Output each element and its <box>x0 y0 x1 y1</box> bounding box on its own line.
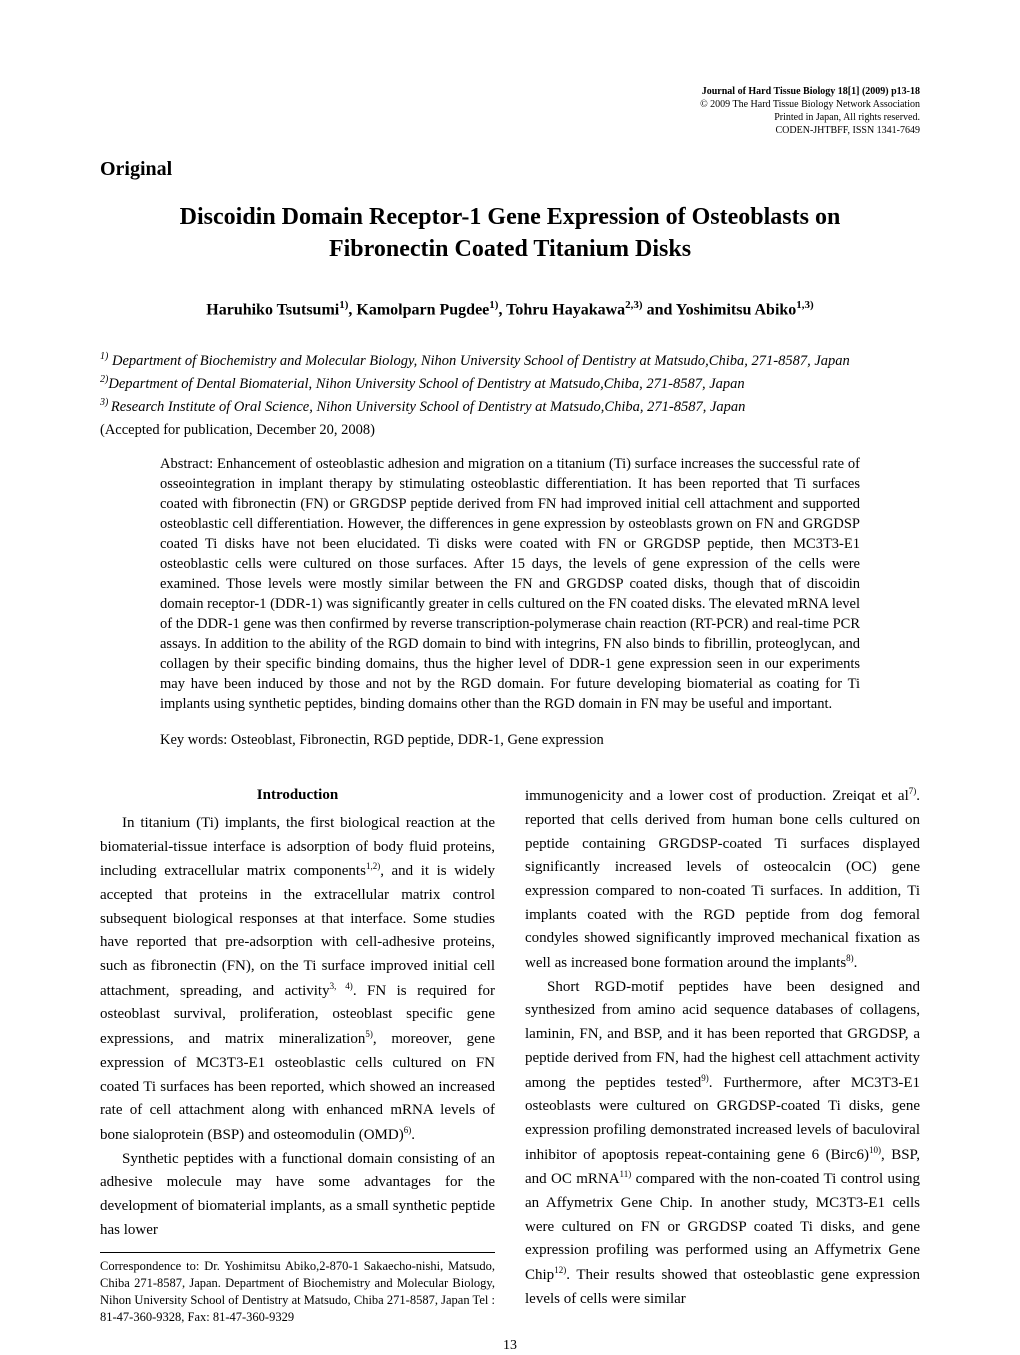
section-label: Original <box>100 155 920 183</box>
journal-coden-issn: CODEN-JHTBFF, ISSN 1341-7649 <box>100 124 920 137</box>
intro-paragraph-1: In titanium (Ti) implants, the first bio… <box>100 812 495 1148</box>
journal-print-info: Printed in Japan, All rights reserved. <box>100 111 920 124</box>
journal-citation: Journal of Hard Tissue Biology 18[1] (20… <box>100 85 920 98</box>
authors: Haruhiko Tsutsumi1), Kamolparn Pugdee1),… <box>100 298 920 322</box>
column-left: Introduction In titanium (Ti) implants, … <box>100 784 495 1326</box>
page-number: 13 <box>100 1336 920 1355</box>
affiliation-3: 3) Research Institute of Oral Science, N… <box>100 396 920 417</box>
journal-copyright: © 2009 The Hard Tissue Biology Network A… <box>100 98 920 111</box>
title-line-1: Discoidin Domain Receptor-1 Gene Express… <box>180 204 841 230</box>
article-title: Discoidin Domain Receptor-1 Gene Express… <box>100 201 920 266</box>
affiliation-2: 2)Department of Dental Biomaterial, Niho… <box>100 373 920 394</box>
intro-paragraph-2: Synthetic peptides with a functional dom… <box>100 1148 495 1243</box>
journal-info: Journal of Hard Tissue Biology 18[1] (20… <box>100 85 920 137</box>
intro-paragraph-4: Short RGD-motif peptides have been desig… <box>525 976 920 1312</box>
introduction-heading: Introduction <box>100 784 495 808</box>
affiliation-1: 1) Department of Biochemistry and Molecu… <box>100 350 920 371</box>
keywords: Key words: Osteoblast, Fibronectin, RGD … <box>100 730 920 750</box>
intro-paragraph-3: immunogenicity and a lower cost of produ… <box>525 784 920 976</box>
accepted-date: (Accepted for publication, December 20, … <box>100 420 920 440</box>
column-right: immunogenicity and a lower cost of produ… <box>525 784 920 1326</box>
body-columns: Introduction In titanium (Ti) implants, … <box>100 784 920 1326</box>
abstract: Abstract: Enhancement of osteoblastic ad… <box>100 454 920 714</box>
title-line-2: Fibronectin Coated Titanium Disks <box>329 236 691 262</box>
correspondence: Correspondence to: Dr. Yoshimitsu Abiko,… <box>100 1252 495 1326</box>
